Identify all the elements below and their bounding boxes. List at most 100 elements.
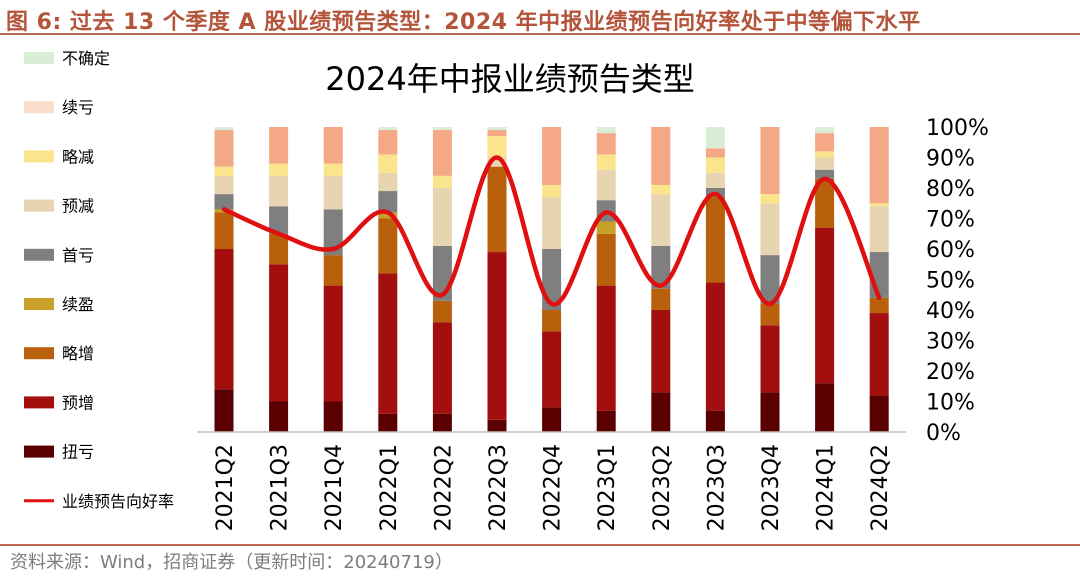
bar-segment xyxy=(815,127,835,134)
legend-label: 不确定 xyxy=(62,49,110,68)
y-tick-label: 100% xyxy=(926,116,989,141)
y-tick-label: 0% xyxy=(926,421,961,446)
bar-segment xyxy=(269,206,289,234)
figure-title: 图 6: 过去 13 个季度 A 股业绩预告类型：2024 年中报业绩预告向好率… xyxy=(6,10,921,35)
bar-segment xyxy=(487,136,507,158)
bar-segment xyxy=(487,130,507,137)
bar-segment xyxy=(542,331,562,408)
bar-segment xyxy=(815,157,835,170)
bar-segment xyxy=(269,264,289,402)
trend-line-group xyxy=(221,155,882,307)
bar-segment xyxy=(596,285,616,411)
bar-segment xyxy=(596,133,616,155)
legend-swatch xyxy=(24,298,54,310)
bar-segment xyxy=(705,127,725,149)
y-tick-label: 20% xyxy=(926,360,975,385)
y-tick-label: 10% xyxy=(926,391,975,416)
bar-segment xyxy=(432,413,452,432)
x-tick-label: 2022Q1 xyxy=(377,444,402,531)
chart-title: 2024年中报业绩预告类型 xyxy=(325,60,694,98)
x-tick-label: 2022Q3 xyxy=(486,444,511,531)
y-tick-label: 30% xyxy=(926,330,975,355)
bar-segment xyxy=(651,184,671,195)
title-rule xyxy=(0,33,1080,35)
bar-segment xyxy=(269,127,289,164)
bar-segment xyxy=(705,172,725,188)
bars-group xyxy=(214,127,889,432)
bar-segment xyxy=(542,310,562,332)
bar-segment xyxy=(651,288,671,310)
y-tick-label: 50% xyxy=(926,269,975,294)
bar-segment xyxy=(542,197,562,249)
x-tick-label: 2023Q1 xyxy=(595,444,620,531)
bar-segment xyxy=(705,157,725,173)
bar-segment xyxy=(596,169,616,201)
bar-segment xyxy=(214,212,234,249)
bar-segment xyxy=(214,194,234,210)
x-tick-label: 2022Q4 xyxy=(541,444,566,531)
legend-label: 续亏 xyxy=(62,98,94,117)
legend-label: 业绩预告向好率 xyxy=(62,492,174,511)
bar-segment xyxy=(378,154,398,173)
bar-segment xyxy=(323,175,343,210)
x-axis: 2021Q2 2021Q3 2021Q4 2022Q1 2022Q2 2022Q3 2022… xyxy=(197,431,906,531)
bar-segment xyxy=(378,218,398,274)
bar-segment xyxy=(214,249,234,390)
bar-segment xyxy=(432,127,452,131)
bar-segment xyxy=(651,310,671,393)
bar-segment xyxy=(596,154,616,170)
bar-segment xyxy=(760,255,780,304)
x-tick-label: 2021Q2 xyxy=(213,444,238,531)
bar-segment xyxy=(869,206,889,253)
bar-segment xyxy=(651,392,671,432)
bar-segment xyxy=(323,163,343,176)
bar-segment xyxy=(815,151,835,158)
bar-segment xyxy=(760,325,780,393)
x-tick-label: 2024Q1 xyxy=(814,444,839,531)
bar-segment xyxy=(596,221,616,234)
bar-segment xyxy=(869,313,889,396)
legend-label: 续盈 xyxy=(62,295,94,314)
x-tick-label: 2023Q2 xyxy=(650,444,675,531)
legend-swatch xyxy=(24,248,54,261)
bar-segment xyxy=(760,392,780,432)
bar-segment xyxy=(815,169,835,179)
x-tick-label: 2021Q4 xyxy=(322,444,347,531)
y-tick-label: 40% xyxy=(926,299,975,324)
bar-segment xyxy=(269,401,289,432)
bar-segment xyxy=(432,188,452,246)
bar-segment xyxy=(432,175,452,188)
bar-segment xyxy=(596,127,616,134)
bar-segment xyxy=(432,300,452,323)
bar-segment xyxy=(378,127,398,131)
bar-segment xyxy=(596,233,616,286)
bar-segment xyxy=(869,203,889,207)
bar-segment xyxy=(705,197,725,283)
bar-segment xyxy=(760,303,780,326)
x-tick-label: 2021Q3 xyxy=(268,444,293,531)
bar-segment xyxy=(323,255,343,286)
legend-label: 略增 xyxy=(62,344,94,363)
legend-swatch xyxy=(24,445,54,458)
bar-segment xyxy=(487,166,507,253)
bar-segment xyxy=(378,191,398,213)
bar-segment xyxy=(705,282,725,411)
legend-label: 扭亏 xyxy=(62,443,94,462)
bar-segment xyxy=(760,127,780,195)
bar-segment xyxy=(214,166,234,176)
bar-segment xyxy=(869,127,889,204)
bar-segment xyxy=(323,285,343,402)
trend-line xyxy=(221,155,882,307)
y-tick-label: 90% xyxy=(926,147,975,172)
legend-label: 略减 xyxy=(62,147,94,166)
y-axis: 0% 10% 20% 30% 40% 50% 60% 70% 80% 90% 100% xyxy=(926,116,989,446)
bar-segment xyxy=(378,212,398,219)
bar-segment xyxy=(323,127,343,164)
legend-swatch xyxy=(24,199,54,212)
bar-segment xyxy=(705,410,725,432)
bar-segment xyxy=(432,322,452,414)
bar-segment xyxy=(214,389,234,432)
bar-segment xyxy=(378,172,398,192)
bar-segment xyxy=(815,383,835,432)
